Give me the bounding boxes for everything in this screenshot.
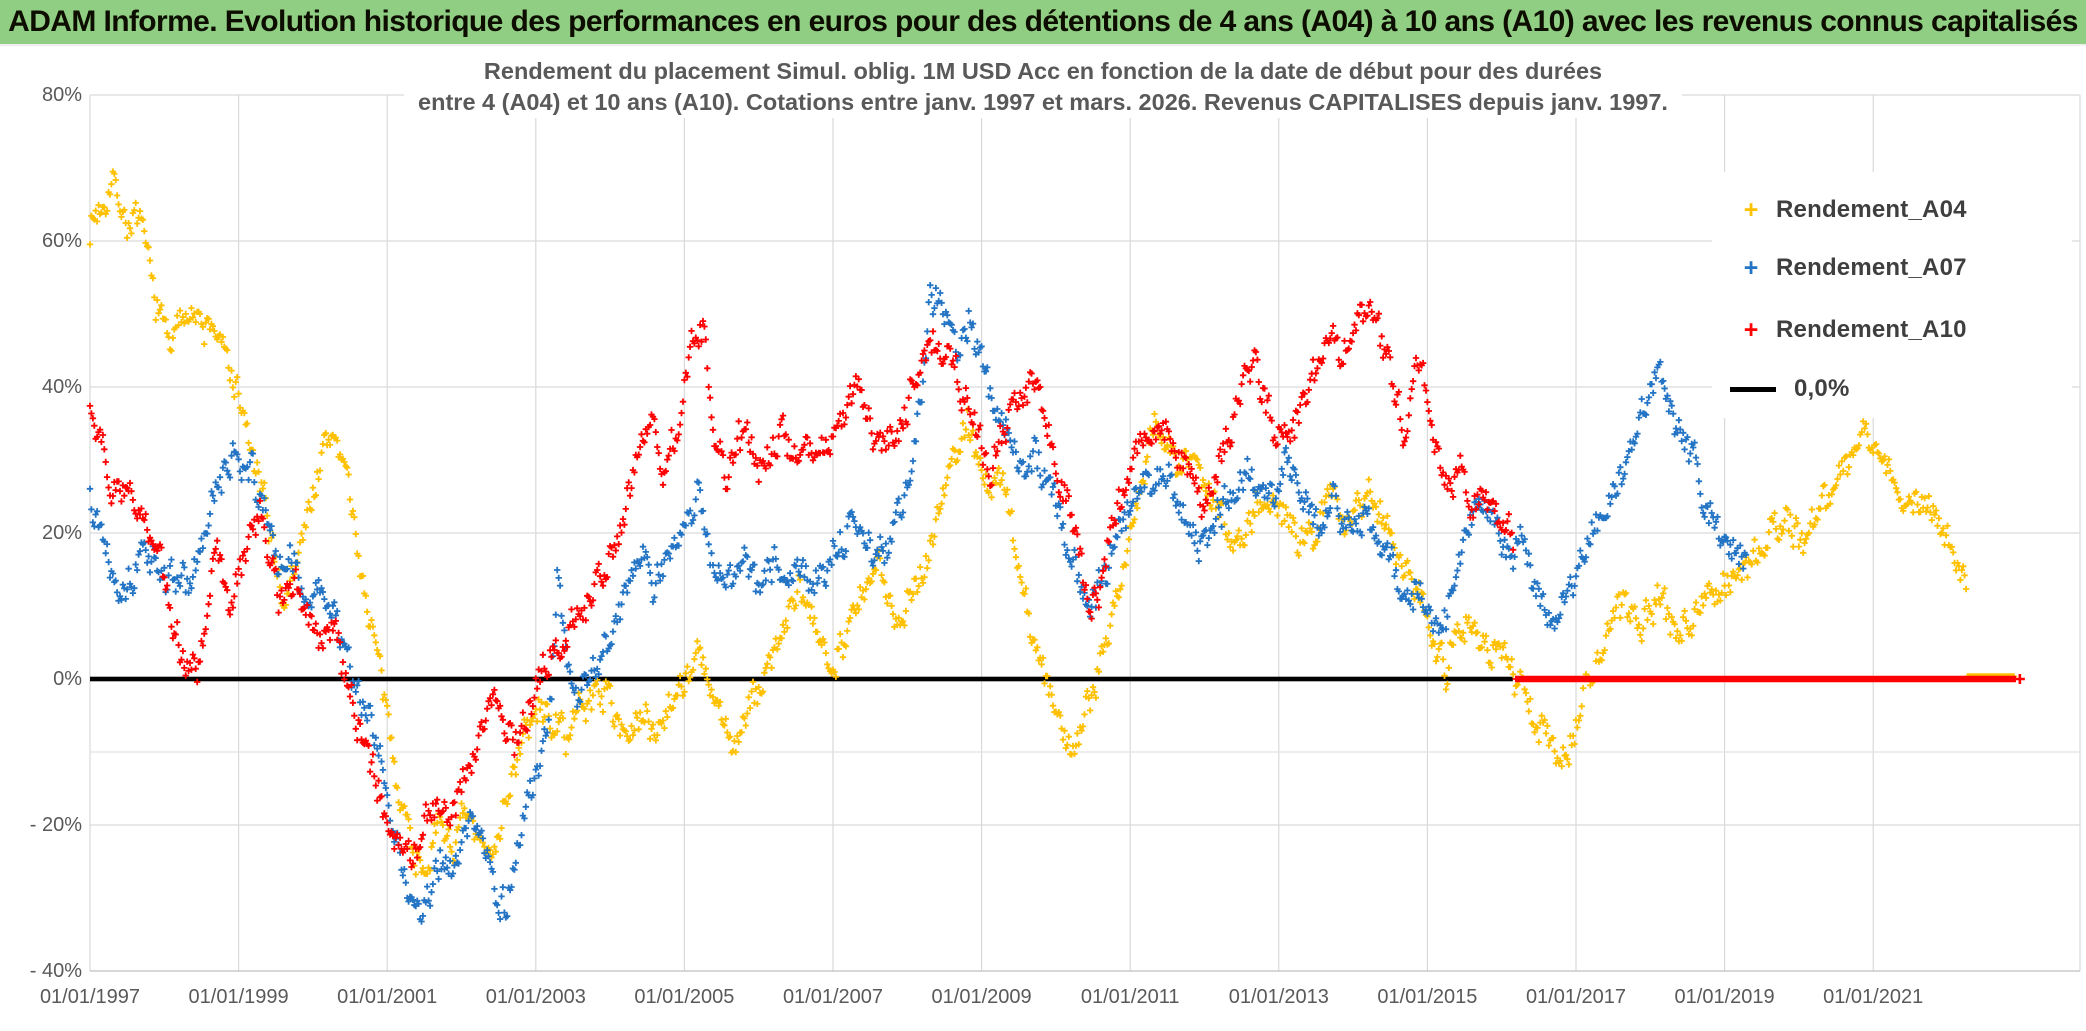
series-rendement_a04[interactable] [86,168,2018,878]
y-tick-label: 60% [41,230,82,252]
x-tick-label: 01/01/2005 [634,986,735,1008]
chart-title-line2: entre 4 (A04) et 10 ans (A10). Cotations… [418,89,1668,115]
legend-label: Rendement_A04 [1776,196,1967,223]
x-tick-label: 01/01/2011 [1080,986,1180,1008]
chart-area[interactable]: Rendement du placement Simul. oblig. 1M … [0,46,2086,1024]
legend-item-rendement-a07[interactable]: + Rendement_A07 [1712,252,1967,284]
series-endcap-marker [2014,674,2025,684]
x-tick-label: 01/01/2009 [931,986,1032,1008]
chart-title: Rendement du placement Simul. oblig. 1M … [404,56,1682,118]
x-tick-label: 01/01/1999 [188,986,289,1008]
page-title: ADAM Informe. Evolution historique des p… [8,5,2078,38]
plus-marker-icon: + [1743,196,1759,224]
x-tick-label: 01/01/1997 [39,986,141,1008]
plus-marker-icon: + [1743,316,1759,344]
x-tick-label: 01/01/2003 [485,986,586,1008]
legend-item-zero-line[interactable]: 0,0% [1712,373,1850,405]
x-tick-label: 01/01/2007 [782,986,884,1008]
y-tick-label: - 20% [29,814,82,836]
legend-item-rendement-a10[interactable]: + Rendement_A10 [1712,314,1967,346]
plus-marker-icon: + [1743,254,1759,282]
x-tick-label: 01/01/2013 [1228,986,1329,1008]
zero-reference-line [90,676,1513,682]
y-tick-label: 40% [41,376,82,398]
chart-title-line1: Rendement du placement Simul. oblig. 1M … [483,58,1603,84]
series-rendement_a10[interactable] [86,298,2019,871]
y-tick-label: - 40% [29,960,82,982]
x-tick-label: 01/01/2015 [1377,986,1478,1008]
legend-label: 0,0% [1794,375,1850,402]
x-tick-label: 01/01/2019 [1674,986,1775,1008]
x-tick-label: 01/01/2017 [1525,986,1627,1008]
x-tick-label: 01/01/2021 [1823,986,1924,1008]
header-bar: ADAM Informe. Evolution historique des p… [0,0,2086,46]
legend: + Rendement_A04 + Rendement_A07 + Rendem… [1712,172,2072,418]
y-tick-label: 20% [41,522,82,544]
legend-item-rendement-a04[interactable]: + Rendement_A04 [1712,194,1967,226]
legend-label: Rendement_A07 [1776,254,1967,281]
y-tick-label: 80% [41,84,82,106]
legend-label: Rendement_A10 [1776,316,1967,343]
x-tick-label: 01/01/2001 [337,986,438,1008]
zero-line-swatch-icon [1730,386,1776,392]
y-tick-label: 0% [53,668,82,690]
series-rendement_a07[interactable] [86,282,1750,925]
